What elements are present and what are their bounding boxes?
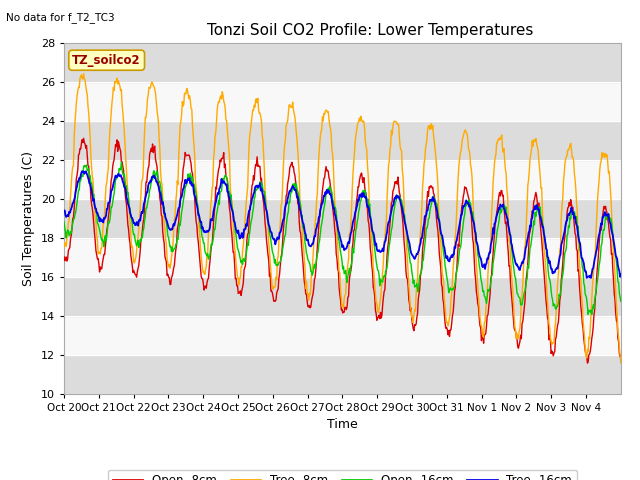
Bar — [64, 121, 621, 160]
Title: Tonzi Soil CO2 Profile: Lower Temperatures: Tonzi Soil CO2 Profile: Lower Temperatur… — [207, 23, 533, 38]
Bar — [64, 316, 621, 355]
Legend: Open -8cm, Tree -8cm, Open -16cm, Tree -16cm: Open -8cm, Tree -8cm, Open -16cm, Tree -… — [108, 469, 577, 480]
Bar — [64, 43, 621, 82]
Bar — [64, 199, 621, 238]
Y-axis label: Soil Temperatures (C): Soil Temperatures (C) — [22, 151, 35, 286]
Bar — [64, 355, 621, 394]
X-axis label: Time: Time — [327, 418, 358, 431]
Bar — [64, 82, 621, 121]
Bar — [64, 160, 621, 199]
Bar — [64, 277, 621, 316]
Text: No data for f_T2_TC3: No data for f_T2_TC3 — [6, 12, 115, 23]
Bar — [64, 238, 621, 277]
Text: TZ_soilco2: TZ_soilco2 — [72, 54, 141, 67]
